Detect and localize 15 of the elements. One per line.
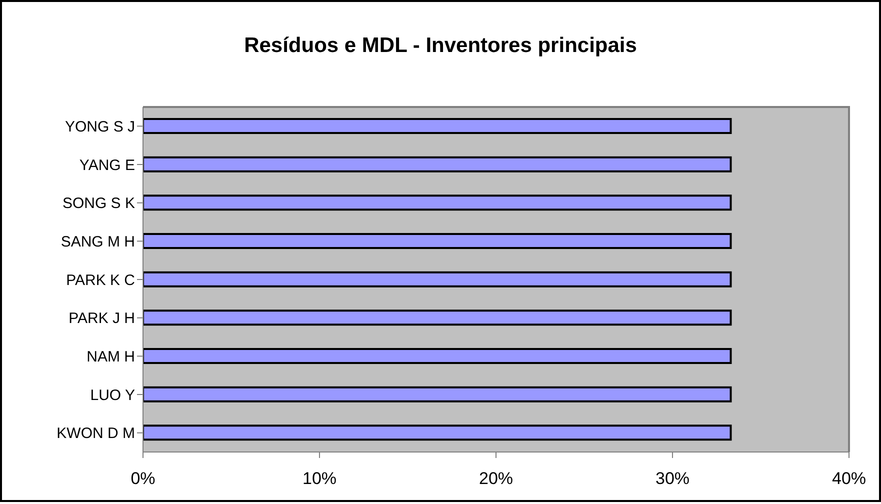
chart-title: Resíduos e MDL - Inventores principais xyxy=(243,34,638,58)
y-tick-label: YANG E xyxy=(79,156,135,174)
y-tick-label: SANG M H xyxy=(60,233,135,250)
x-tick-label: 0% xyxy=(130,469,156,488)
x-tick-label: 10% xyxy=(302,469,337,488)
y-tick-label: PARK J H xyxy=(68,310,135,328)
y-tick-label: SONG S K xyxy=(62,195,135,212)
y-tick-label: KWON D M xyxy=(56,425,135,442)
y-tick-label: NAM H xyxy=(86,348,135,366)
x-tick-label: 40% xyxy=(832,469,866,488)
y-tick-label: YONG S J xyxy=(64,118,135,136)
x-tick-label: 20% xyxy=(478,469,514,488)
y-tick-label: LUO Y xyxy=(90,386,135,404)
x-tick-label: 30% xyxy=(655,469,690,488)
y-tick-label: PARK K C xyxy=(66,272,136,289)
